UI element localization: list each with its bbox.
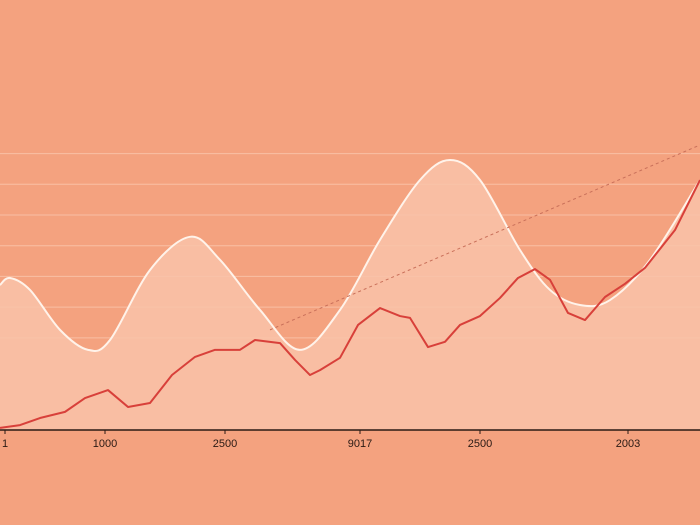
x-tick-label: 2500 xyxy=(213,438,237,450)
x-tick-label: 9017 xyxy=(348,438,372,450)
x-tick-label: 2500 xyxy=(468,438,492,450)
x-tick-label: 1000 xyxy=(93,438,117,450)
trend-line xyxy=(269,144,700,331)
line xyxy=(0,179,700,429)
x-tick-label: 2003 xyxy=(616,438,640,450)
line xyxy=(0,159,700,352)
x-tick-label: 1 xyxy=(2,438,8,450)
